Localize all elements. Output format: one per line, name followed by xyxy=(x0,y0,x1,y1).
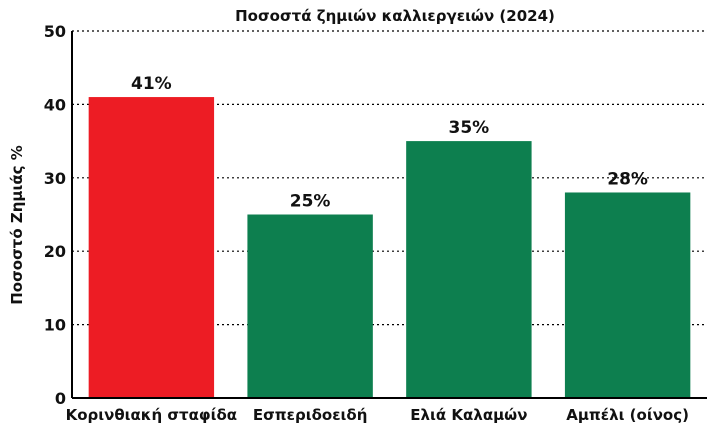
x-tick-label: Ελιά Καλαμών xyxy=(410,406,527,424)
chart-title: Ποσοστά ζημιών καλλιεργειών (2024) xyxy=(235,7,555,25)
x-axis-ticks: Κορινθιακή σταφίδα Εσπεριδοειδή Ελιά Καλαμ… xyxy=(66,406,689,424)
data-label: 41% xyxy=(131,74,172,94)
data-label: 35% xyxy=(449,118,490,138)
y-tick-label: 20 xyxy=(44,242,66,261)
y-axis-ticks: 0 10 20 30 40 50 xyxy=(44,22,66,408)
bar xyxy=(247,214,373,398)
y-axis-label: Ποσοστό Ζημιάς % xyxy=(8,145,26,305)
bars xyxy=(88,97,691,398)
y-tick-label: 40 xyxy=(44,95,66,114)
bar xyxy=(406,141,532,398)
x-tick-label: Εσπεριδοειδή xyxy=(253,406,368,424)
data-label: 28% xyxy=(607,169,648,189)
data-label: 25% xyxy=(290,192,331,212)
y-tick-label: 50 xyxy=(44,22,66,41)
x-tick-label: Κορινθιακή σταφίδα xyxy=(66,406,238,424)
bar xyxy=(88,97,215,398)
data-labels: 41% 25% 35% 28% xyxy=(131,74,648,211)
y-tick-label: 30 xyxy=(44,169,66,188)
y-tick-label: 0 xyxy=(55,389,66,408)
bar xyxy=(564,192,691,398)
y-tick-label: 10 xyxy=(44,316,66,335)
x-tick-label: Αμπέλι (οίνος) xyxy=(566,406,689,424)
